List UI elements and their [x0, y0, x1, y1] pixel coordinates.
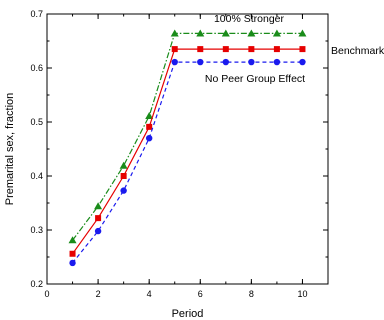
- data-point: [299, 58, 306, 66]
- data-point: [95, 215, 102, 222]
- y-axis-title: Premarital sex, fraction: [4, 93, 16, 205]
- data-point: [94, 202, 103, 210]
- data-point: [222, 58, 230, 66]
- data-point: [222, 46, 229, 53]
- series-label-1: Benchmark: [331, 45, 384, 57]
- plot-border: [46, 13, 329, 285]
- series-1: [69, 46, 306, 257]
- y-tick-label: 0.7: [30, 9, 43, 19]
- data-point: [68, 236, 77, 244]
- data-point: [69, 259, 76, 267]
- data-point: [170, 29, 179, 37]
- data-point: [120, 173, 127, 179]
- x-tick-label: 0: [44, 289, 49, 299]
- data-point: [248, 58, 255, 66]
- data-point: [171, 46, 178, 53]
- data-point: [120, 187, 127, 194]
- x-tick-label: 8: [249, 289, 254, 299]
- y-tick-label: 0.6: [30, 63, 43, 73]
- x-tick-label: 10: [297, 289, 307, 299]
- x-axis-title: Period: [172, 308, 204, 320]
- series-0: [68, 29, 307, 244]
- data-point: [273, 58, 281, 66]
- y-tick-label: 0.4: [30, 171, 43, 181]
- series-line: [72, 48, 303, 255]
- data-point: [197, 46, 204, 53]
- data-point: [299, 46, 306, 53]
- series-2: [69, 58, 306, 267]
- data-point: [146, 123, 153, 130]
- data-point: [196, 29, 205, 37]
- data-point: [221, 29, 230, 37]
- series-line: [72, 32, 303, 241]
- y-tick-label: 0.5: [30, 117, 43, 127]
- series-label-0: 100% Stronger: [214, 13, 285, 25]
- data-point: [298, 29, 307, 37]
- data-point: [94, 227, 102, 235]
- data-point: [248, 46, 255, 53]
- series-label-2: No Peer Group Effect: [205, 73, 305, 85]
- y-tick-label: 0.2: [30, 279, 43, 289]
- data-point: [273, 46, 280, 53]
- y-axis: 0.2 0.3 0.4 0.5 0.6 0.7: [30, 9, 328, 289]
- x-tick-label: 6: [198, 289, 203, 299]
- data-point: [145, 112, 154, 120]
- data-point: [171, 58, 178, 66]
- x-tick-label: 4: [147, 289, 152, 299]
- data-point: [69, 250, 76, 257]
- x-tick-label: 2: [96, 289, 101, 299]
- series-line: [72, 61, 303, 264]
- y-tick-label: 0.3: [30, 225, 43, 235]
- data-point: [272, 29, 281, 37]
- series-layer: [68, 29, 307, 267]
- plot-area: [46, 13, 329, 285]
- data-point: [247, 29, 256, 37]
- x-axis: 0 2 4 6 8 10: [44, 14, 307, 299]
- data-point: [119, 161, 128, 169]
- data-point: [145, 135, 153, 142]
- data-point: [197, 58, 204, 66]
- series-labels: 100% Stronger Benchmark No Peer Group Effe…: [205, 13, 384, 85]
